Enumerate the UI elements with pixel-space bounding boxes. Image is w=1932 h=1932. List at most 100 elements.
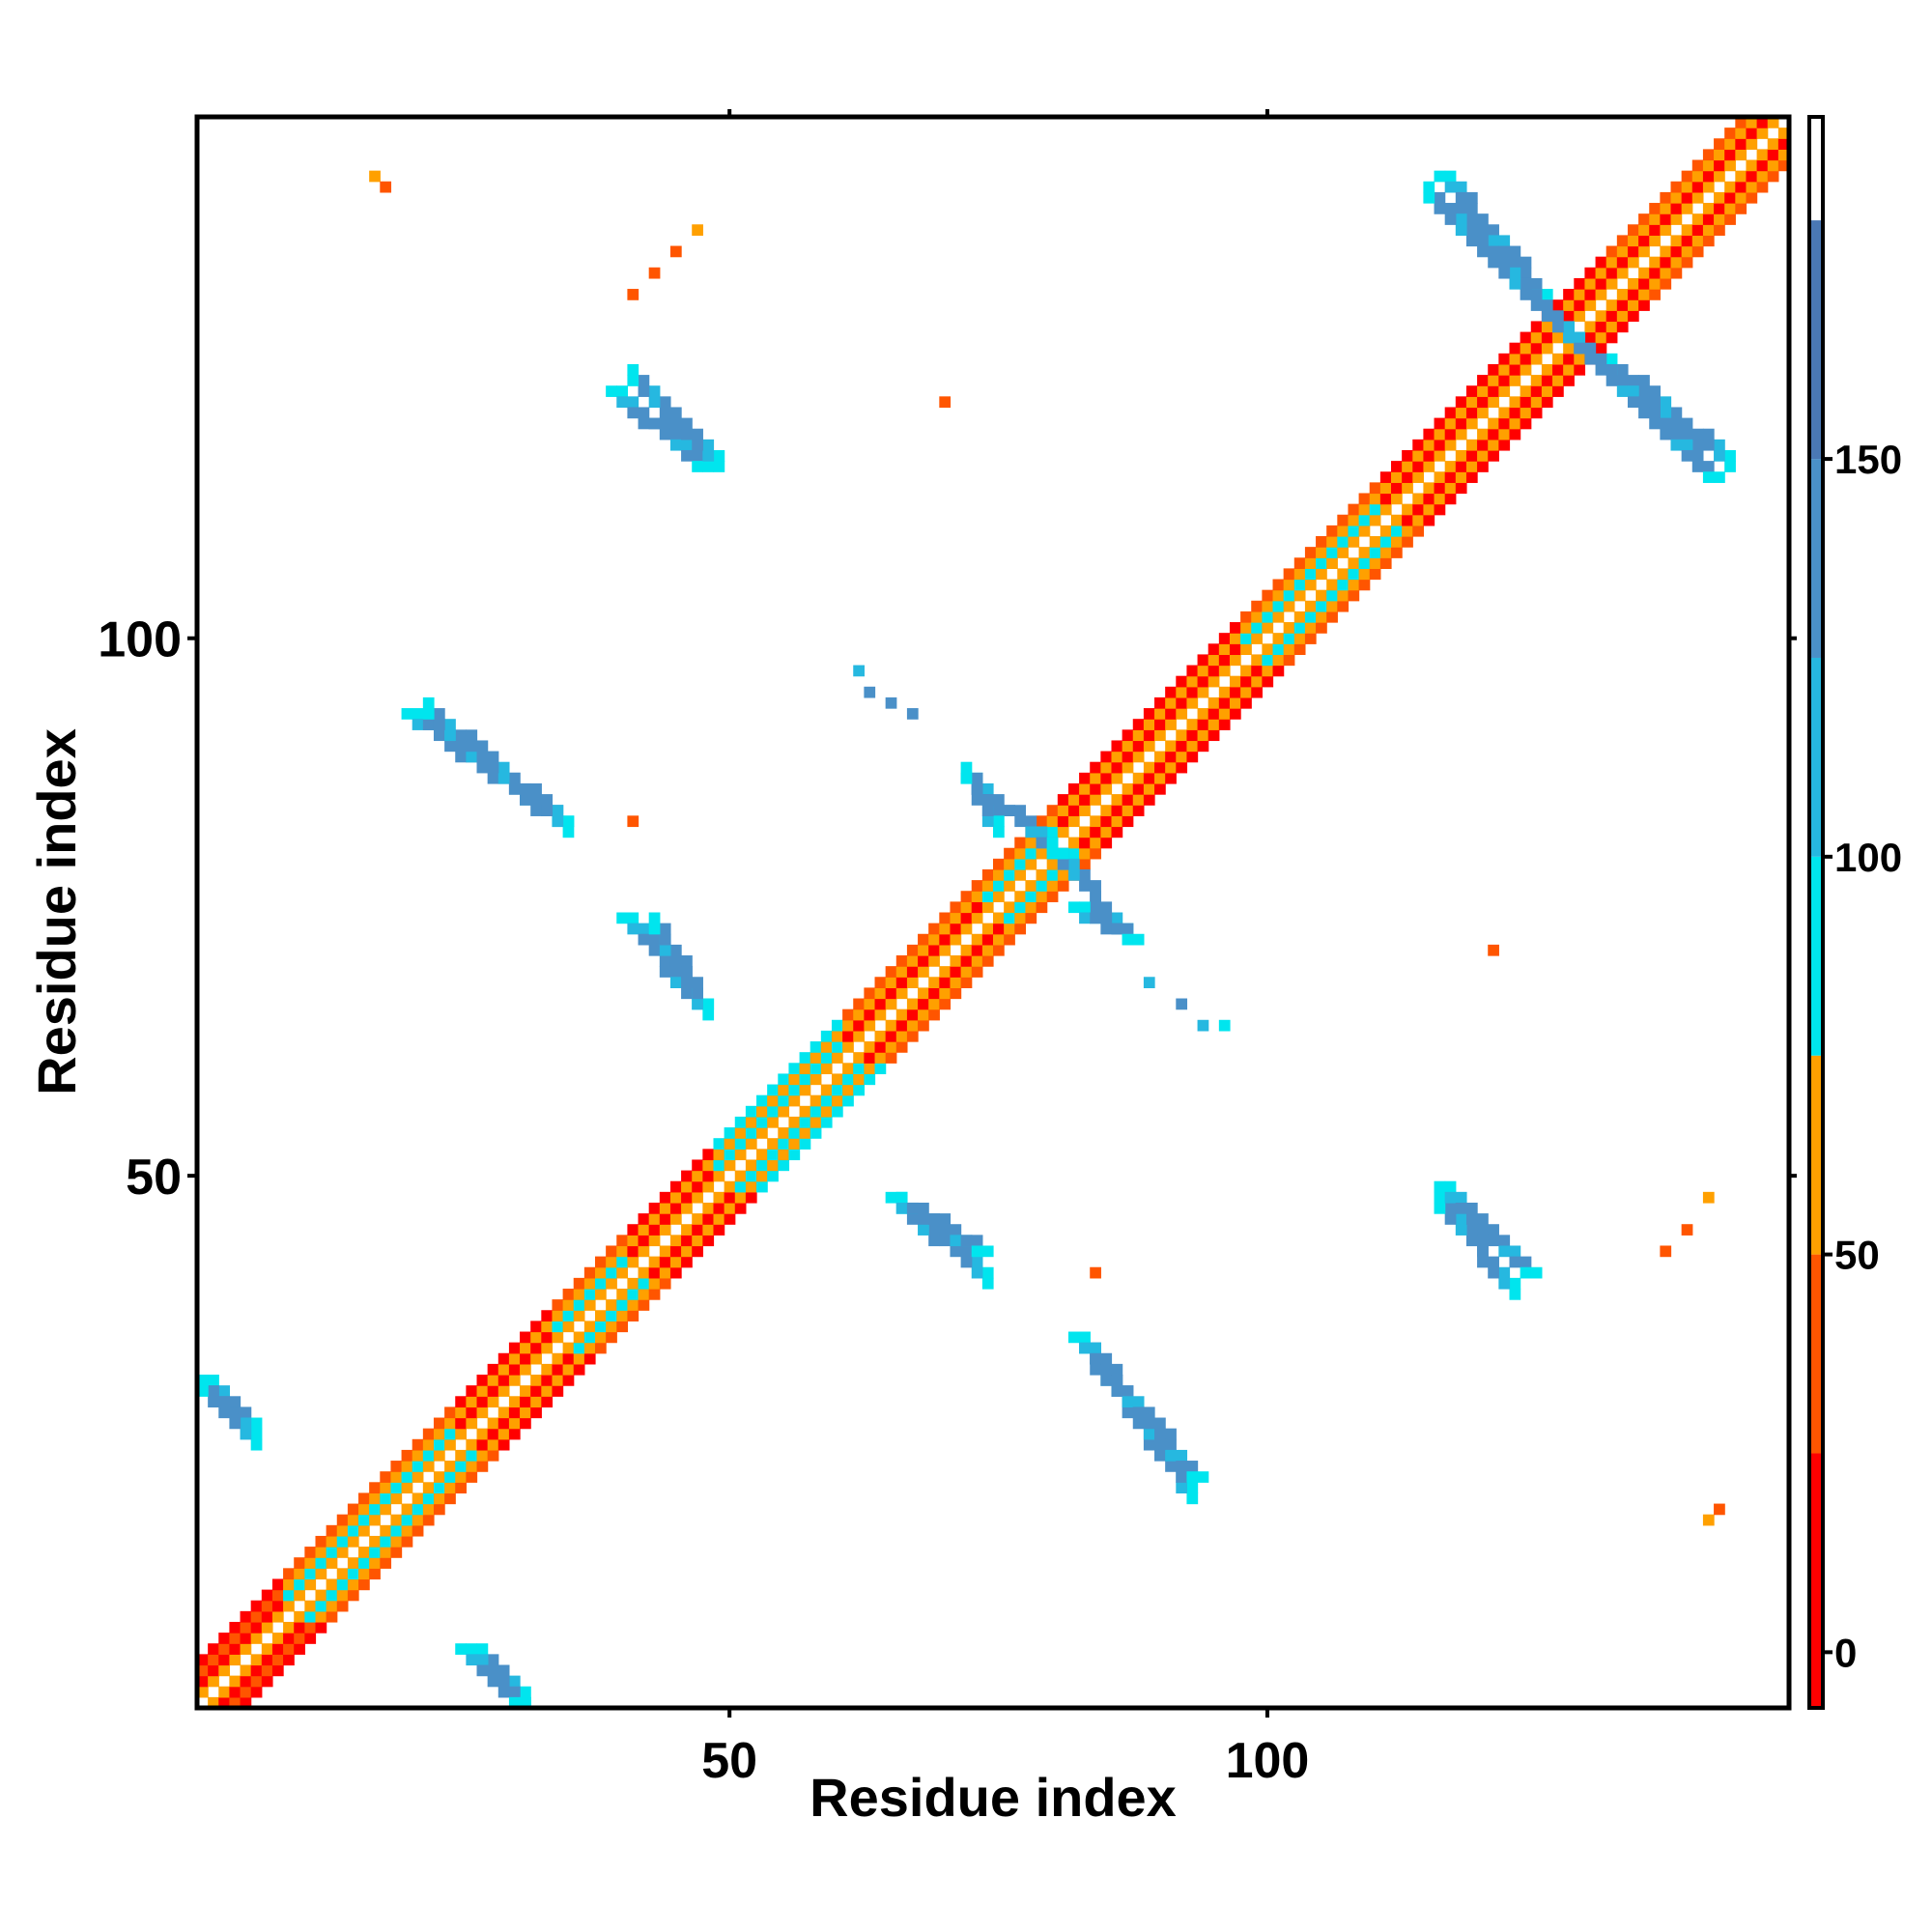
diagonal-cell bbox=[1090, 782, 1101, 795]
strand-cell bbox=[1111, 912, 1123, 924]
diagonal-cell bbox=[229, 1654, 242, 1666]
diagonal-cell bbox=[939, 998, 952, 1010]
diagonal-cell bbox=[724, 1127, 736, 1139]
diagonal-cell bbox=[1402, 482, 1413, 495]
diagonal-cell bbox=[1208, 719, 1220, 730]
diagonal-cell bbox=[842, 1041, 854, 1053]
diagonal-cell bbox=[422, 1514, 435, 1526]
strand-cell bbox=[928, 1235, 940, 1247]
strand-cell bbox=[1111, 1363, 1123, 1376]
diagonal-cell bbox=[1262, 622, 1274, 634]
diagonal-cell bbox=[1358, 547, 1371, 558]
contact-point bbox=[1090, 1266, 1101, 1279]
diagonal-cell bbox=[1605, 245, 1618, 258]
diagonal-cell bbox=[1541, 396, 1553, 409]
diagonal-cell bbox=[1691, 159, 1704, 172]
strand-cell bbox=[1455, 1213, 1467, 1225]
strand-cell bbox=[1498, 256, 1511, 269]
strand-cell bbox=[1444, 1180, 1457, 1193]
diagonal-cell bbox=[1735, 138, 1747, 150]
diagonal-cell bbox=[315, 1547, 327, 1558]
diagonal-cell bbox=[993, 933, 1005, 946]
diagonal-cell bbox=[1143, 782, 1155, 795]
strand-cell bbox=[1552, 310, 1564, 323]
strand-cell bbox=[669, 417, 682, 430]
diagonal-cell bbox=[1563, 299, 1575, 311]
diagonal-cell bbox=[573, 1363, 585, 1376]
diagonal-cell bbox=[1004, 923, 1015, 935]
strand-cell bbox=[1477, 224, 1489, 237]
strand-cell bbox=[530, 805, 542, 816]
strand-cell bbox=[627, 375, 639, 386]
diagonal-cell bbox=[1176, 675, 1188, 688]
diagonal-cell bbox=[261, 1621, 273, 1634]
strand-cell bbox=[1165, 1461, 1177, 1472]
diagonal-cell bbox=[1283, 589, 1295, 602]
diagonal-cell bbox=[745, 1138, 757, 1150]
diagonal-cell bbox=[487, 1396, 499, 1408]
diagonal-cell bbox=[799, 1073, 811, 1086]
diagonal-cell bbox=[939, 977, 952, 988]
diagonal-cell bbox=[1358, 568, 1371, 581]
strand-cell bbox=[1574, 342, 1586, 355]
diagonal-cell bbox=[885, 1019, 897, 1032]
diagonal-cell bbox=[1563, 363, 1575, 376]
diagonal-cell bbox=[648, 1266, 661, 1279]
diagonal-cell bbox=[681, 1245, 693, 1258]
diagonal-cell bbox=[745, 1180, 757, 1193]
diagonal-cell bbox=[412, 1503, 424, 1516]
diagonal-cell bbox=[810, 1041, 822, 1053]
diagonal-cell bbox=[347, 1524, 359, 1537]
diagonal-cell bbox=[616, 1299, 629, 1311]
strand-cell bbox=[218, 1396, 231, 1408]
diagonal-cell bbox=[1293, 622, 1306, 634]
diagonal-cell bbox=[1735, 170, 1747, 183]
diagonal-cell bbox=[271, 1610, 284, 1623]
strand-cell bbox=[1154, 1417, 1166, 1430]
diagonal-cell bbox=[1379, 482, 1392, 495]
strand-cell bbox=[1638, 396, 1650, 409]
diagonal-cell bbox=[713, 1224, 725, 1236]
strand-cell bbox=[197, 1385, 209, 1397]
diagonal-cell bbox=[778, 1127, 790, 1139]
strand-cell bbox=[1025, 826, 1037, 838]
strand-cell bbox=[487, 1654, 499, 1666]
diagonal-cell bbox=[1025, 847, 1037, 860]
diagonal-cell bbox=[788, 1094, 801, 1107]
diagonal-cell bbox=[1391, 536, 1403, 548]
diagonal-cell bbox=[1229, 654, 1241, 667]
diagonal-cell bbox=[788, 1127, 801, 1139]
strand-cell bbox=[1541, 310, 1553, 323]
strand-cell bbox=[1638, 375, 1650, 386]
diagonal-cell bbox=[466, 1449, 478, 1462]
diagonal-cell bbox=[1584, 277, 1597, 290]
strand-cell bbox=[1605, 353, 1618, 365]
diagonal-cell bbox=[1079, 826, 1091, 838]
diagonal-cell bbox=[648, 1256, 661, 1268]
diagonal-cell bbox=[1316, 547, 1327, 558]
diagonal-cell bbox=[606, 1321, 617, 1333]
strand-cell bbox=[466, 751, 478, 763]
diagonal-cell bbox=[250, 1654, 263, 1666]
diagonal-cell bbox=[1067, 847, 1080, 860]
strand-cell bbox=[466, 1654, 478, 1666]
diagonal-cell bbox=[369, 1492, 381, 1505]
diagonal-cell bbox=[810, 1052, 822, 1064]
strand-cell bbox=[422, 719, 435, 730]
strand-cell bbox=[1090, 912, 1101, 924]
diagonal-cell bbox=[616, 1288, 629, 1300]
strand-cell bbox=[1434, 1191, 1446, 1204]
strand-cell bbox=[1574, 331, 1586, 344]
diagonal-cell bbox=[455, 1417, 467, 1430]
diagonal-cell bbox=[1240, 675, 1252, 688]
strand-cell bbox=[692, 987, 703, 1000]
diagonal-cell bbox=[444, 1417, 456, 1430]
plot-frame bbox=[194, 114, 1792, 1711]
diagonal-cell bbox=[606, 1256, 617, 1268]
diagonal-cell bbox=[1358, 514, 1371, 526]
diagonal-cell bbox=[1412, 461, 1425, 472]
diagonal-cell bbox=[1014, 901, 1027, 914]
strand-cell bbox=[250, 1438, 263, 1451]
strand-cell bbox=[1176, 1449, 1188, 1462]
strand-cell bbox=[659, 955, 671, 967]
